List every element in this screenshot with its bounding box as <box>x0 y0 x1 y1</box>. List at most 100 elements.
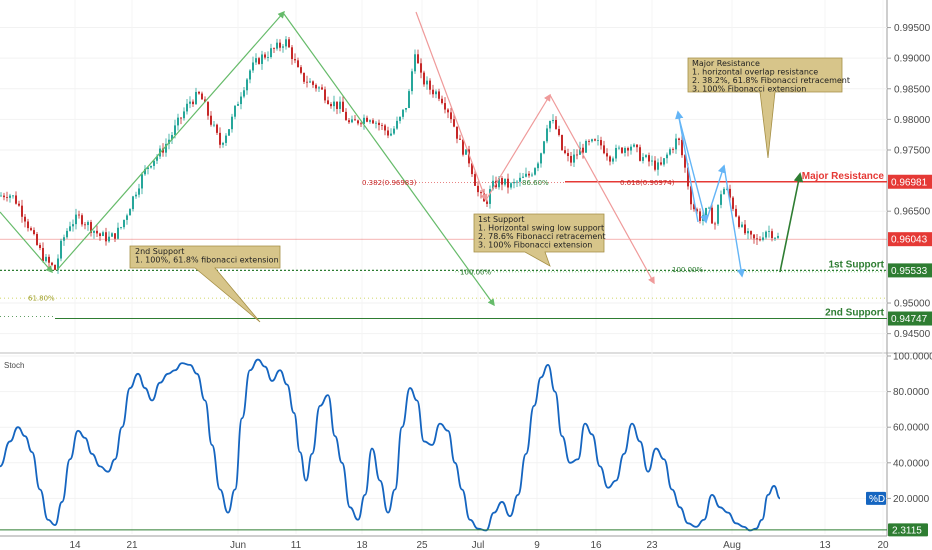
candle-body <box>423 72 425 85</box>
candle-body <box>57 258 59 270</box>
candle-body <box>51 262 53 265</box>
candle-body <box>633 144 635 147</box>
candle-body <box>246 79 248 91</box>
major-resistance-note-box <box>687 57 843 159</box>
candle-body <box>213 124 215 126</box>
candle-body <box>21 205 23 217</box>
candle-body <box>6 197 8 198</box>
x-tick-label: 9 <box>534 540 540 550</box>
candle-body <box>87 222 89 226</box>
candle-body <box>0 195 2 197</box>
candle-body <box>711 207 713 224</box>
candle-body <box>489 189 491 204</box>
candle-body <box>570 155 572 163</box>
blue-arrow-4 <box>723 165 746 278</box>
stoch-tick-label: 20.0000 <box>893 494 930 505</box>
second-support-note-text: 2nd Support 1. 100%, 61.8% fibonacci exte… <box>135 247 279 265</box>
candle-body <box>399 116 401 121</box>
candle-body <box>549 121 551 129</box>
candle-body <box>252 62 254 71</box>
candle-body <box>81 215 83 225</box>
candle-body <box>30 228 32 231</box>
candle-body <box>348 120 350 123</box>
candle-body <box>438 91 440 99</box>
green-arrow-2 <box>56 10 285 271</box>
candle-body <box>90 222 92 233</box>
x-tick-label: 14 <box>69 540 81 550</box>
candle-body <box>579 147 581 155</box>
candle-body <box>624 148 626 153</box>
candle-body <box>342 101 344 112</box>
candle-body <box>441 98 443 104</box>
candle-body <box>384 125 386 131</box>
price-tag-bg <box>888 263 932 278</box>
candle-body <box>612 158 614 162</box>
note-line: 2. 38.2%, 61.8% Fibonacci retracement <box>692 76 850 85</box>
note-line: 1. 100%, 61.8% fibonacci extension <box>135 256 279 265</box>
first-support-note: 1st Support 1. Horizontal swing low suppo… <box>473 213 606 267</box>
candle-body <box>606 153 608 157</box>
candle-body <box>291 47 293 60</box>
candle-body <box>597 140 599 141</box>
candle-body <box>132 196 134 210</box>
candle-body <box>681 140 683 156</box>
candle-body <box>702 215 704 221</box>
candle-body <box>492 180 494 190</box>
candle-body <box>264 54 266 58</box>
candle-body <box>183 111 185 119</box>
level-label: 2nd Support <box>825 308 885 319</box>
candle-body <box>312 81 314 85</box>
candle-body <box>762 237 764 240</box>
fib-label: 100.00% <box>672 266 703 274</box>
price-tag-text: 0.96981 <box>891 177 928 188</box>
price-tags: 0.96981 0.95533 0.94747 0.96043 <box>888 174 932 326</box>
candle-body <box>456 126 458 139</box>
candle-body <box>204 99 206 103</box>
candle-body <box>387 130 389 136</box>
candle-body <box>198 91 200 94</box>
candle-body <box>189 101 191 104</box>
price-tag-text: 0.96043 <box>891 235 928 246</box>
candle-body <box>327 100 329 105</box>
candle-body <box>411 71 413 92</box>
candle-body <box>36 234 38 245</box>
candle-body <box>288 39 290 48</box>
candle-body <box>642 157 644 161</box>
candle-body <box>78 214 80 216</box>
x-tick-label: 13 <box>819 540 831 550</box>
candle-body <box>729 188 731 198</box>
x-tick-label: 25 <box>416 540 428 550</box>
candle-body <box>75 214 77 225</box>
candle-body <box>546 128 548 142</box>
candle-body <box>747 231 749 234</box>
candle-body <box>225 135 227 143</box>
stoch-series-tag-bg <box>866 491 886 505</box>
major-resistance-note-text: Major Resistance 1. horizontal overlap re… <box>692 59 850 94</box>
candle-body <box>147 167 149 170</box>
candle-body <box>669 149 671 155</box>
candle-body <box>195 91 197 105</box>
candle-body <box>33 230 35 235</box>
candle-body <box>72 224 74 227</box>
candle-body <box>105 232 107 242</box>
candle-body <box>15 195 17 204</box>
stoch-title: Stoch <box>4 361 24 370</box>
candle-body <box>435 91 437 95</box>
candle-body <box>486 201 488 204</box>
candle-body <box>630 146 632 151</box>
candle-body <box>111 233 113 237</box>
candle-body <box>540 153 542 164</box>
first-support-note-box <box>473 213 605 267</box>
candle-body <box>603 145 605 154</box>
candle-body <box>114 233 116 239</box>
candle-body <box>666 154 668 159</box>
candle-body <box>156 156 158 161</box>
candle-body <box>561 134 563 151</box>
fibonacci-labels: 0.382(0.96983) 0.618(0.96974) 86.60% 100.00… <box>28 179 703 303</box>
candle-body <box>39 244 41 248</box>
candle-body <box>528 173 530 176</box>
candle-body <box>270 48 272 58</box>
candle-body <box>48 256 50 263</box>
candle-body <box>627 148 629 151</box>
candle-body <box>273 48 275 50</box>
